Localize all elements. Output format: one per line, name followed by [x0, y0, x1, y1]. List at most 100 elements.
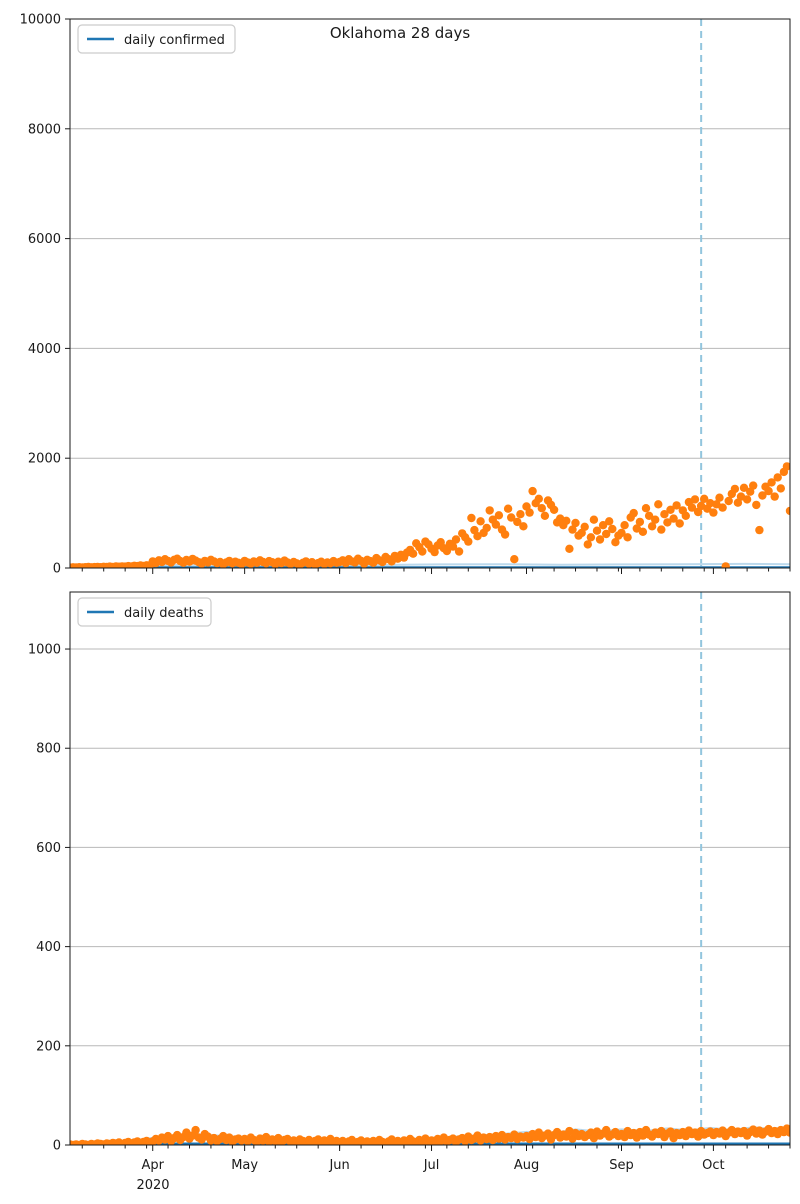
y-tick-label: 800	[36, 742, 61, 757]
y-tick-label: 2000	[28, 452, 61, 467]
data-point	[647, 522, 657, 531]
y-tick-label: 6000	[28, 232, 61, 247]
axis-ticks	[65, 18, 791, 1151]
data-point	[586, 533, 596, 542]
x-tick-label: Jun	[328, 1158, 349, 1173]
x-tick-label: Apr	[141, 1158, 164, 1173]
data-point	[700, 494, 709, 503]
data-point	[503, 504, 513, 513]
data-point	[454, 547, 464, 556]
data-point	[669, 514, 678, 523]
data-point	[654, 500, 663, 509]
y-tick-label: 0	[53, 1139, 61, 1154]
data-point	[448, 542, 458, 551]
data-point	[430, 547, 439, 557]
y-tick-label: 8000	[28, 122, 61, 137]
data-point	[739, 483, 749, 492]
data-point	[617, 528, 626, 538]
y-tick-label: 200	[36, 1039, 61, 1054]
data-point	[442, 546, 452, 556]
data-point	[467, 513, 476, 523]
data-point	[592, 526, 602, 535]
data-point	[715, 493, 724, 502]
data-point	[583, 540, 592, 549]
data-point	[525, 508, 534, 517]
data-point	[571, 518, 580, 528]
y-tick-label: 4000	[28, 342, 61, 357]
data-point	[589, 515, 599, 524]
data-point	[611, 538, 620, 547]
data-point	[513, 517, 522, 527]
data-point	[666, 505, 675, 514]
light-prediction-line	[70, 562, 790, 567]
y-tick-label: 400	[36, 940, 61, 955]
x-tick-label: Sep	[609, 1158, 634, 1173]
data-point	[408, 549, 418, 558]
data-point	[540, 511, 550, 520]
data-point	[623, 533, 632, 542]
data-point	[776, 484, 785, 493]
data-point	[709, 508, 718, 517]
data-point	[706, 499, 715, 508]
x-tick-label: Oct	[702, 1158, 724, 1173]
y-tick-label: 600	[36, 841, 61, 856]
data-point	[507, 513, 516, 522]
data-point	[687, 503, 697, 512]
data-point	[752, 500, 761, 510]
legend-daily-deaths: daily deaths	[77, 597, 212, 627]
x-tick-label: Jul	[423, 1158, 440, 1173]
legend-daily-confirmed: daily confirmed	[77, 24, 236, 54]
chart-title: Oklahoma 28 days	[330, 24, 471, 42]
data-point	[718, 503, 727, 512]
data-point	[418, 547, 427, 556]
data-point	[660, 510, 669, 519]
data-point	[651, 515, 660, 524]
data-point	[519, 522, 528, 531]
plot-content	[70, 19, 790, 1145]
gridlines	[70, 18, 790, 1047]
scatter-points	[70, 1124, 790, 1145]
data-point	[758, 491, 767, 500]
axis-labels: 0 2000 4000 6000 8000 10000 0 200 400 600 800 1000 A…	[20, 13, 725, 1174]
data-point	[755, 525, 764, 535]
data-point	[605, 517, 614, 526]
panel-frames	[69, 18, 791, 1146]
legend-label: daily deaths	[124, 606, 204, 621]
scatter-points	[70, 462, 790, 568]
y-tick-label: 0	[53, 562, 61, 577]
data-point	[681, 511, 690, 520]
panel-frame	[69, 591, 791, 1146]
x-tick-label: May	[231, 1158, 258, 1173]
panel-frame	[69, 18, 791, 569]
data-point	[620, 521, 629, 530]
data-point	[608, 524, 617, 534]
data-point	[675, 519, 684, 528]
legend-box	[77, 597, 212, 627]
data-point	[773, 473, 782, 482]
data-point	[785, 506, 790, 516]
x-tick-label: Aug	[514, 1158, 539, 1173]
data-point	[491, 520, 501, 529]
data-point	[562, 516, 571, 525]
data-point	[476, 517, 485, 526]
data-point	[602, 1125, 611, 1135]
data-point	[690, 495, 700, 504]
data-point	[534, 494, 543, 503]
data-point	[482, 523, 491, 533]
data-point	[568, 525, 577, 534]
data-point	[500, 530, 510, 539]
data-point	[528, 486, 537, 496]
data-point	[721, 562, 730, 568]
data-point	[580, 522, 589, 531]
data-point	[730, 484, 740, 494]
data-point	[494, 511, 504, 520]
data-point	[516, 510, 525, 519]
data-point	[510, 555, 519, 564]
data-point	[451, 535, 461, 544]
data-point	[657, 525, 666, 534]
data-point	[641, 504, 651, 513]
data-point	[644, 511, 654, 520]
data-point	[782, 462, 790, 471]
